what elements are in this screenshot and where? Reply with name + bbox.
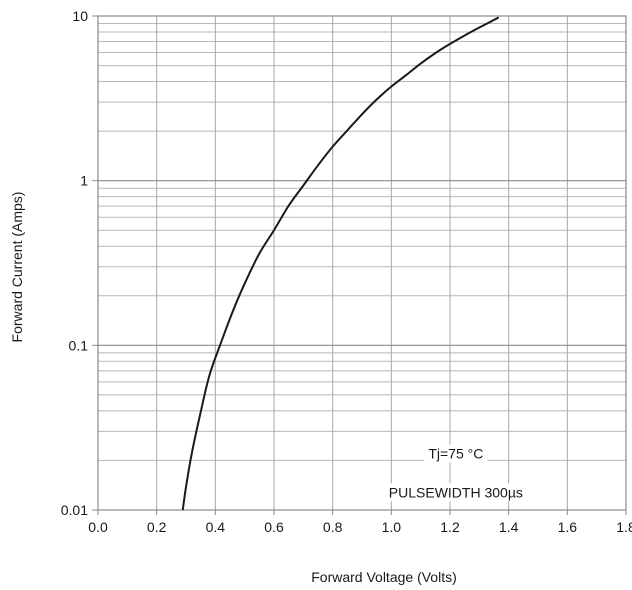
y-tick-label: 0.01 [61,502,88,518]
grid-major [98,16,626,510]
x-tick-label: 0.0 [88,519,108,535]
x-tick-label: 0.4 [206,519,226,535]
grid-minor [98,23,626,461]
x-tick-label: 1.2 [440,519,460,535]
y-tick-label: 1 [80,173,88,189]
y-axis-title: Forward Current (Amps) [9,192,25,343]
annotation-background [384,483,527,502]
x-tick-label: 0.6 [264,519,284,535]
annotation-label: Tj=75 °C [428,446,483,462]
x-tick-labels: 0.0 0.2 0.4 0.6 0.8 1.0 1.2 1.4 1.6 1.8 [88,510,632,535]
x-tick-label: 1.4 [499,519,519,535]
x-tick-label: 1.8 [616,519,632,535]
y-tick-label: 10 [72,8,88,24]
x-axis-title: Forward Voltage (Volts) [311,569,457,585]
x-tick-label: 0.2 [147,519,167,535]
series-line-forward-current [181,16,500,511]
x-tick-label: 0.8 [323,519,343,535]
x-tick-label: 1.6 [558,519,578,535]
y-tick-label: 0.1 [69,337,89,353]
annotations: Tj=75 °C PULSEWIDTH 300µs [384,444,527,502]
plot-frame [97,15,627,511]
y-tick-labels: 0.01 0.1 1 10 [61,8,98,518]
annotation-label: PULSEWIDTH 300µs [389,484,523,500]
x-tick-label: 1.0 [382,519,402,535]
annotation-background [424,444,488,463]
